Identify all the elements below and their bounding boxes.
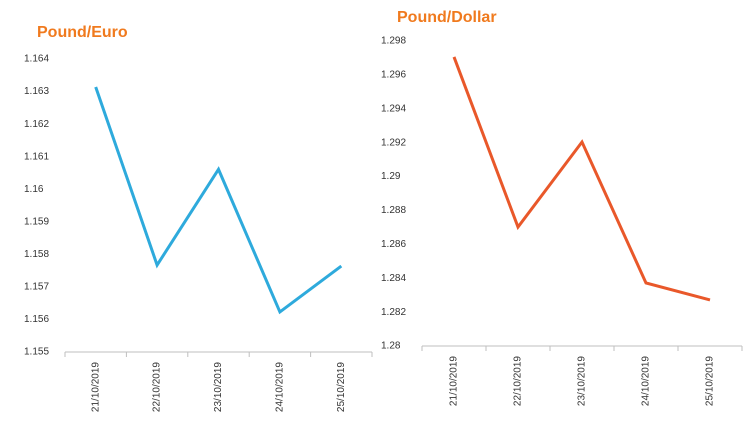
y-tick-label: 1.164 — [24, 54, 49, 65]
x-tick-label: 23/10/2019 — [577, 356, 588, 406]
data-line — [94, 86, 343, 315]
x-tick-label: 25/10/2019 — [336, 362, 347, 412]
x-tick-label: 24/10/2019 — [275, 362, 286, 412]
x-tick-label: 22/10/2019 — [152, 362, 163, 412]
x-tick-label: 23/10/2019 — [213, 362, 224, 412]
x-tick-label: 22/10/2019 — [513, 356, 524, 406]
chart-title: Pound/Euro — [37, 24, 128, 41]
x-tick-label: 21/10/2019 — [449, 356, 460, 406]
y-tick-label: 1.16 — [24, 184, 44, 195]
y-tick-label: 1.29 — [381, 171, 401, 182]
y-tick-label: 1.158 — [24, 249, 49, 260]
x-tick-label: 21/10/2019 — [90, 362, 101, 412]
y-tick-label: 1.288 — [381, 205, 406, 216]
y-tick-label: 1.159 — [24, 216, 49, 227]
y-tick-label: 1.155 — [24, 347, 49, 358]
y-tick-label: 1.294 — [381, 103, 406, 114]
y-tick-label: 1.162 — [24, 119, 49, 130]
x-tick-label: 24/10/2019 — [641, 356, 652, 406]
y-tick-label: 1.157 — [24, 282, 49, 293]
y-tick-label: 1.284 — [381, 273, 406, 284]
y-tick-label: 1.296 — [381, 70, 406, 81]
chart-title: Pound/Dollar — [397, 9, 497, 26]
x-tick-label: 25/10/2019 — [705, 356, 716, 406]
y-tick-label: 1.163 — [24, 86, 49, 97]
y-tick-label: 1.298 — [381, 36, 406, 47]
y-tick-label: 1.282 — [381, 307, 406, 318]
y-tick-label: 1.28 — [381, 341, 401, 352]
y-tick-label: 1.156 — [24, 314, 49, 325]
data-line — [452, 56, 711, 302]
y-tick-label: 1.292 — [381, 137, 406, 148]
y-tick-label: 1.161 — [24, 151, 49, 162]
y-tick-label: 1.286 — [381, 239, 406, 250]
